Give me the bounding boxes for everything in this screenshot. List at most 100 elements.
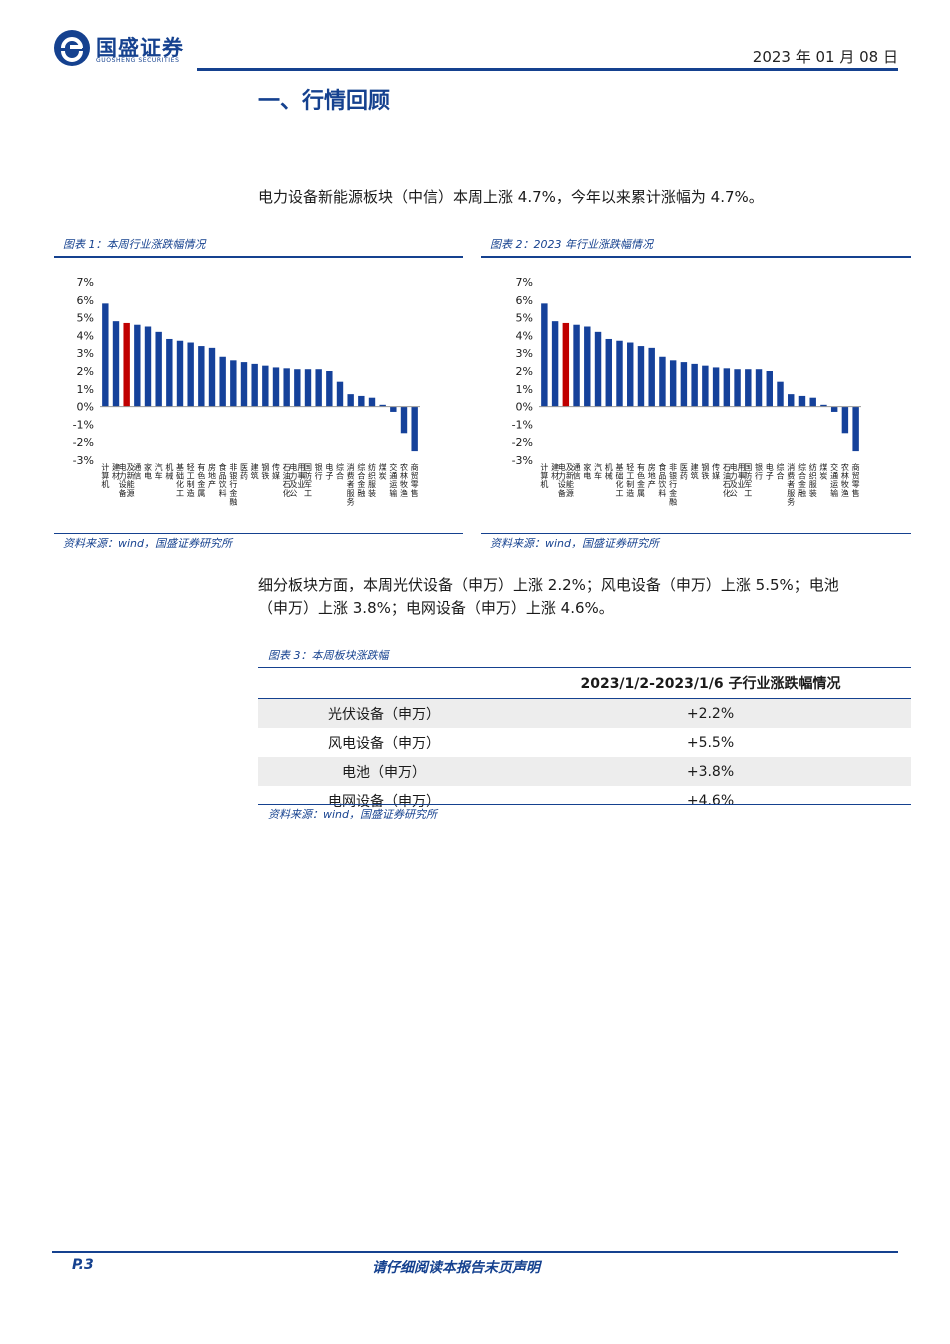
x-tick-label: 传媒 xyxy=(272,462,280,481)
x-tick-label: 综合 xyxy=(336,462,344,481)
y-tick-label: 3% xyxy=(516,347,533,360)
bar xyxy=(755,369,763,407)
y-tick-label: 2% xyxy=(77,365,94,378)
x-tick-label: 国防军工 xyxy=(744,463,752,498)
footer-divider xyxy=(52,1251,898,1253)
x-tick-label: 医药 xyxy=(680,463,688,481)
header-divider xyxy=(197,68,898,71)
table3-source: 资料来源：wind，国盛证券研究所 xyxy=(268,808,438,821)
x-tick-label: 煤炭 xyxy=(379,462,387,481)
x-tick-label: 银行 xyxy=(315,462,323,481)
subsector-paragraph: 细分板块方面，本周光伏设备（申万）上涨 2.2%；风电设备（申万）上涨 5.5%… xyxy=(258,574,898,620)
x-tick-label: 纺织服装 xyxy=(368,462,376,498)
x-tick-label: 电子 xyxy=(766,462,774,481)
y-tick-label: 6% xyxy=(77,294,94,307)
x-tick-label: 非银行金融 xyxy=(229,462,237,506)
change-value-cell: +5.5% xyxy=(686,734,735,751)
x-tick-label: 综合金融 xyxy=(798,462,806,498)
x-tick-label: 国防军工 xyxy=(304,463,312,498)
x-tick-label: 食品饮料 xyxy=(219,462,227,498)
figure2-source: 资料来源：wind，国盛证券研究所 xyxy=(490,537,660,550)
bar xyxy=(294,369,301,407)
y-tick-label: 0% xyxy=(77,401,94,414)
y-tick-label: -2% xyxy=(512,436,533,449)
x-tick-label: 建筑 xyxy=(251,462,259,481)
x-tick-label: 非银行金融 xyxy=(669,462,677,506)
y-tick-label: 5% xyxy=(516,312,533,325)
y-tick-label: -1% xyxy=(73,418,94,431)
bar xyxy=(144,326,152,407)
section-title: 一、行情回顾 xyxy=(258,89,391,114)
x-tick-label: 钢铁 xyxy=(261,462,269,481)
y-tick-label: -1% xyxy=(512,418,533,431)
x-tick-label: 传媒 xyxy=(712,462,720,481)
x-tick-label: 轻工制造 xyxy=(626,462,634,498)
change-value-cell: +3.8% xyxy=(510,757,911,786)
x-tick-label: 建材 xyxy=(112,462,120,481)
change-value-cell: +2.2% xyxy=(510,698,911,728)
bar xyxy=(336,381,344,407)
x-tick-label: 食品饮料 xyxy=(658,462,666,498)
x-tick-label: 有色金属 xyxy=(637,462,645,498)
bar xyxy=(272,367,280,407)
bar xyxy=(187,342,194,407)
bar xyxy=(712,367,720,407)
y-tick-label: -2% xyxy=(73,436,94,449)
bar xyxy=(208,347,216,407)
x-tick-label: 建筑 xyxy=(691,462,699,481)
figure1-top-rule xyxy=(54,256,463,258)
table-header-cell: 2023/1/2-2023/1/6 子行业涨跌幅情况 xyxy=(580,676,841,692)
disclaimer-note: 请仔细阅读本报告末页声明 xyxy=(372,1260,540,1276)
bar xyxy=(659,356,666,407)
bar xyxy=(798,395,806,407)
x-tick-label: 房地产 xyxy=(648,462,656,489)
table3-top-rule xyxy=(258,667,911,668)
x-tick-label: 煤炭 xyxy=(819,462,827,481)
figure2-top-rule xyxy=(481,256,911,258)
x-tick-label: 消费者服务 xyxy=(347,462,355,506)
market-summary-paragraph: 电力设备新能源板块（中信）本周上涨 4.7%，今年以来累计涨幅为 4.7%。 xyxy=(258,188,764,206)
bar xyxy=(830,406,838,412)
x-tick-label: 电子 xyxy=(325,462,333,481)
x-tick-label: 建材 xyxy=(551,462,559,481)
y-tick-label: 7% xyxy=(516,276,533,289)
x-tick-label: 医药 xyxy=(240,463,248,481)
y-tick-label: 6% xyxy=(516,294,533,307)
x-tick-label: 电力设备及新能源 xyxy=(119,462,135,498)
x-tick-label: 基础化工 xyxy=(176,462,184,498)
bar xyxy=(723,368,731,407)
y-tick-label: 5% xyxy=(77,312,94,325)
brand-name: 国盛证券 xyxy=(96,36,184,60)
figure2-bar-chart: 7% 6% 5% 4% 3% 2% 1% 0% -1% -2% -3% 计算机建材电力设备及新能源通信… xyxy=(512,276,861,506)
bar xyxy=(680,362,688,407)
x-tick-label: 家电 xyxy=(144,462,152,481)
bar xyxy=(734,369,741,407)
page-number: P.3 xyxy=(72,1257,94,1273)
bar xyxy=(541,303,548,407)
bar xyxy=(198,346,205,407)
bar xyxy=(648,347,655,407)
y-tick-label: -3% xyxy=(512,454,533,467)
bar xyxy=(400,406,408,434)
x-tick-label: 消费者服务 xyxy=(787,462,795,506)
subsector-paragraph-line2: （申万）上涨 3.8%；电网设备（申万）上涨 4.6%。 xyxy=(258,599,614,617)
x-tick-label: 电力及公用事业 xyxy=(289,462,305,498)
bar xyxy=(562,322,570,407)
bar xyxy=(691,363,698,407)
table-row: 光伏设备（申万） +2.2% xyxy=(258,698,911,728)
bar xyxy=(304,369,312,407)
x-tick-label: 汽车 xyxy=(594,462,602,481)
y-tick-label: 7% xyxy=(77,276,94,289)
bar xyxy=(262,365,269,407)
bar xyxy=(347,394,354,407)
figure2-bottom-rule xyxy=(481,533,911,534)
x-tick-label: 房地产 xyxy=(208,462,216,489)
bar xyxy=(766,371,773,407)
x-tick-label: 银行 xyxy=(755,462,763,481)
table-header-cell xyxy=(258,668,510,699)
bar xyxy=(777,381,784,407)
bar xyxy=(390,406,397,412)
y-tick-label: 1% xyxy=(516,383,533,396)
bar xyxy=(230,360,237,407)
sector-name-cell: 风电设备（申万） xyxy=(328,735,440,752)
